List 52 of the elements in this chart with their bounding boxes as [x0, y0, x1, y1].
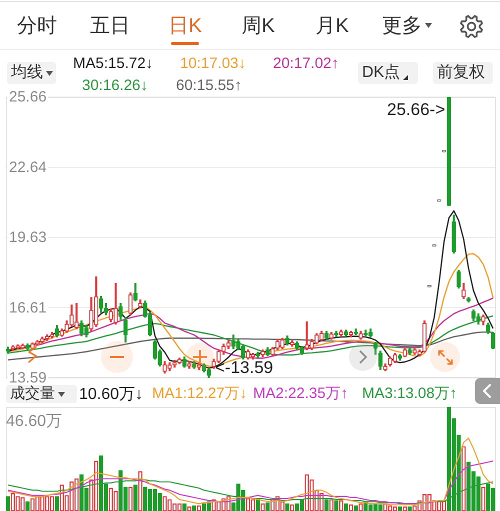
text: MA5:15.72↓	[73, 55, 154, 73]
text: 30:16.26↓	[82, 77, 148, 95]
text: 20:17.02↑	[273, 55, 339, 73]
candlestick	[383, 363, 388, 372]
candlestick	[481, 314, 486, 326]
annotation: 25.66->	[387, 100, 446, 120]
candlestick	[216, 350, 221, 363]
candlestick	[402, 348, 407, 358]
candlestick	[138, 299, 142, 308]
candlestick	[462, 282, 466, 299]
button: 成交量	[6, 385, 77, 403]
text: 月K	[316, 14, 349, 38]
button: DK点	[358, 62, 418, 84]
candlestick	[290, 340, 294, 347]
text: 分时	[17, 14, 57, 38]
candlestick	[334, 330, 338, 338]
text: 日K	[168, 14, 202, 38]
text: 10:17.03↓	[180, 55, 246, 73]
candlestick	[192, 361, 196, 369]
y-tick-label: 25.66	[9, 88, 47, 106]
candlestick	[408, 347, 412, 355]
candlestick	[118, 302, 123, 320]
candlestick	[266, 347, 270, 356]
candlestick	[452, 214, 456, 254]
text: 五日	[90, 14, 130, 38]
candlestick	[212, 358, 216, 369]
candlestick	[486, 322, 490, 334]
text: 周K	[242, 14, 275, 38]
candlestick	[378, 350, 382, 370]
candlestick	[285, 336, 290, 346]
text: MA1:12.27万↓	[152, 385, 248, 403]
y-tick-label: 22.64	[9, 158, 47, 176]
text: 60:15.55↑	[176, 77, 242, 95]
button: 前复权	[433, 62, 493, 84]
text: MA2:22.35万↑	[253, 385, 348, 403]
candlestick	[187, 361, 192, 369]
candlestick	[260, 350, 265, 358]
annotation: 46.60万	[6, 412, 62, 432]
candlestick	[437, 199, 442, 202]
y-tick-label: 13.59	[9, 370, 47, 387]
candlestick	[456, 270, 461, 288]
y-tick-label: 16.61	[9, 299, 47, 316]
y-tick-label: 19.63	[9, 229, 47, 246]
candlestick	[329, 332, 334, 340]
candlestick	[182, 356, 186, 368]
text: 更多	[382, 14, 422, 38]
candlestick	[339, 330, 344, 336]
candlestick	[358, 330, 363, 340]
text: 10.60万↓	[79, 385, 144, 404]
text: MA3:13.08万↑	[362, 385, 458, 403]
annotation: <-13.59	[215, 358, 274, 378]
button: 均线	[7, 62, 56, 84]
